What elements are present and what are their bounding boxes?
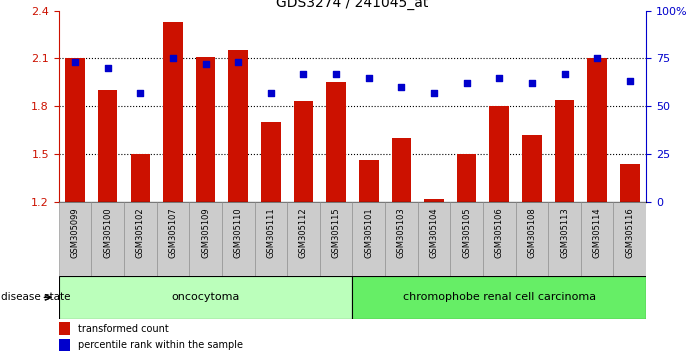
Text: GSM305099: GSM305099 <box>70 208 79 258</box>
Text: GSM305107: GSM305107 <box>169 208 178 258</box>
Bar <box>581 202 614 276</box>
Bar <box>196 57 216 202</box>
Point <box>428 90 439 96</box>
Point <box>624 79 635 84</box>
Bar <box>59 202 91 276</box>
Point <box>559 71 570 76</box>
Text: chromophobe renal cell carcinoma: chromophobe renal cell carcinoma <box>403 292 596 302</box>
Point <box>363 75 375 80</box>
Bar <box>417 202 451 276</box>
Bar <box>65 58 85 202</box>
Text: GSM305105: GSM305105 <box>462 208 471 258</box>
Bar <box>489 106 509 202</box>
Text: GSM305109: GSM305109 <box>201 208 210 258</box>
Text: GSM305102: GSM305102 <box>136 208 145 258</box>
Point <box>396 84 407 90</box>
Bar <box>515 202 548 276</box>
Bar <box>548 202 581 276</box>
Bar <box>451 202 483 276</box>
Bar <box>614 202 646 276</box>
Point <box>461 80 472 86</box>
Point <box>167 56 178 61</box>
Bar <box>261 122 281 202</box>
Point <box>200 61 211 67</box>
Point <box>135 90 146 96</box>
Bar <box>59 339 70 351</box>
Text: GSM305106: GSM305106 <box>495 208 504 258</box>
Bar <box>424 199 444 202</box>
Text: GSM305110: GSM305110 <box>234 208 243 258</box>
Bar <box>620 164 640 202</box>
Bar <box>555 100 574 202</box>
Text: percentile rank within the sample: percentile rank within the sample <box>77 340 243 350</box>
Text: disease state: disease state <box>1 292 71 302</box>
Text: GSM305103: GSM305103 <box>397 208 406 258</box>
Bar <box>359 160 379 202</box>
Text: GSM305113: GSM305113 <box>560 208 569 258</box>
Point <box>102 65 113 71</box>
Title: GDS3274 / 241045_at: GDS3274 / 241045_at <box>276 0 428 10</box>
Bar <box>522 135 542 202</box>
Bar <box>222 202 254 276</box>
Bar <box>229 50 248 202</box>
Point <box>70 59 81 65</box>
Text: oncocytoma: oncocytoma <box>171 292 240 302</box>
Text: GSM305112: GSM305112 <box>299 208 308 258</box>
Bar <box>124 202 157 276</box>
Bar <box>326 82 346 202</box>
Bar <box>91 202 124 276</box>
Text: GSM305111: GSM305111 <box>266 208 275 258</box>
Text: GSM305108: GSM305108 <box>527 208 536 258</box>
Text: GSM305115: GSM305115 <box>332 208 341 258</box>
Bar <box>157 202 189 276</box>
Point <box>330 71 341 76</box>
Bar <box>483 202 515 276</box>
Text: GSM305116: GSM305116 <box>625 208 634 258</box>
Bar <box>385 202 417 276</box>
Point <box>527 80 538 86</box>
Point <box>493 75 504 80</box>
Bar <box>254 202 287 276</box>
Bar <box>294 101 313 202</box>
Text: GSM305101: GSM305101 <box>364 208 373 258</box>
Bar <box>98 90 117 202</box>
Bar <box>163 22 182 202</box>
Bar <box>352 276 646 319</box>
Point <box>591 56 603 61</box>
Point <box>265 90 276 96</box>
Bar <box>320 202 352 276</box>
Text: GSM305114: GSM305114 <box>593 208 602 258</box>
Bar <box>457 154 476 202</box>
Bar <box>587 58 607 202</box>
Bar <box>189 202 222 276</box>
Bar <box>392 138 411 202</box>
Point <box>298 71 309 76</box>
Bar <box>59 276 352 319</box>
Bar <box>287 202 320 276</box>
Text: transformed count: transformed count <box>77 324 169 333</box>
Point <box>233 59 244 65</box>
Bar <box>59 322 70 335</box>
Text: GSM305100: GSM305100 <box>103 208 112 258</box>
Bar <box>131 154 150 202</box>
Bar <box>352 202 385 276</box>
Text: GSM305104: GSM305104 <box>430 208 439 258</box>
